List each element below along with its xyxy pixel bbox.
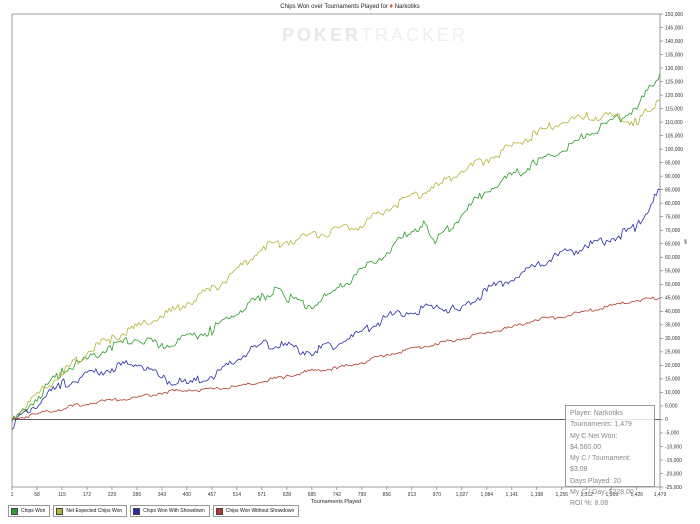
x-tick-label: 685 bbox=[308, 492, 317, 498]
x-tick-label: 343 bbox=[158, 492, 167, 498]
y-tick-label: 5,000 bbox=[665, 404, 678, 410]
stats-tournaments: Tournaments: 1,479 bbox=[570, 421, 632, 429]
y-tick-label: 70,000 bbox=[665, 228, 681, 234]
legend-swatch bbox=[56, 507, 64, 515]
x-tick-label: 400 bbox=[183, 492, 192, 498]
y-tick-label: 15,000 bbox=[665, 377, 681, 383]
x-tick-label: 229 bbox=[108, 492, 117, 498]
legend-item-with-showdown[interactable]: Chips Won With Showdown bbox=[130, 505, 210, 517]
stats-roi: ROI %: 8.08 bbox=[570, 500, 609, 508]
legend-item-without-showdown[interactable]: Chips Won Without Showdown bbox=[212, 505, 300, 517]
x-tick-label: 1,426 bbox=[631, 492, 644, 498]
x-tick-label: 628 bbox=[283, 492, 292, 498]
x-tick-label: 457 bbox=[208, 492, 217, 498]
y-tick-label: 35,000 bbox=[665, 323, 681, 329]
y-tick-label: 50,000 bbox=[665, 282, 681, 288]
legend-swatch bbox=[11, 507, 18, 515]
flame-icon: ♦ bbox=[389, 3, 394, 10]
series-line-without-showdown bbox=[11, 296, 661, 420]
y-tick-label: 30,000 bbox=[665, 336, 681, 342]
x-tick-label: 514 bbox=[233, 492, 242, 498]
y-tick-label: 105,000 bbox=[665, 133, 683, 139]
x-tick-label: 1,369 bbox=[606, 492, 619, 498]
y-tick-label: 150,000 bbox=[665, 12, 683, 18]
y-tick-label: -25,000 bbox=[665, 485, 682, 491]
y-tick-label: 115,000 bbox=[665, 106, 683, 112]
chart-title-player: Narkotiks bbox=[394, 4, 420, 10]
x-tick-label: 799 bbox=[358, 492, 367, 498]
x-tick-label: 1,255 bbox=[556, 492, 569, 498]
y-tick-label: 95,000 bbox=[665, 160, 681, 166]
y-tick-label: 130,000 bbox=[665, 66, 683, 72]
chart-title: Chips Won over Tournaments Played for ♦ … bbox=[0, 3, 700, 10]
chart-title-prefix: Chips Won over Tournaments Played for bbox=[280, 4, 388, 10]
y-tick-label: 25,000 bbox=[665, 350, 681, 356]
y-tick-label: 120,000 bbox=[665, 93, 683, 99]
y-tick-label: -10,000 bbox=[665, 444, 682, 450]
y-tick-label: 125,000 bbox=[665, 79, 683, 85]
x-tick-label: 1 bbox=[11, 492, 14, 498]
series-line-with-showdown bbox=[11, 188, 661, 430]
plot-frame bbox=[11, 13, 661, 488]
y-tick-label: 145,000 bbox=[665, 25, 683, 31]
legend-swatch bbox=[133, 507, 141, 515]
stats-net-won: My C Net Won: $4,560.00 bbox=[570, 432, 618, 451]
legend-label: Net Expected Chips Won bbox=[66, 508, 123, 514]
y-tick-label: -20,000 bbox=[665, 471, 682, 477]
y-tick-label: 20,000 bbox=[665, 363, 681, 369]
y-tick-label: 40,000 bbox=[665, 309, 681, 315]
watermark-right: TRACKER bbox=[361, 25, 469, 45]
y-tick-label: -15,000 bbox=[665, 458, 682, 464]
stats-per-tournament: My C / Tournament: $3.08 bbox=[570, 455, 631, 474]
x-tick-label: 970 bbox=[433, 492, 442, 498]
y-tick-label: 85,000 bbox=[665, 187, 681, 193]
x-tick-label: 1,198 bbox=[531, 492, 544, 498]
x-tick-label: 742 bbox=[333, 492, 342, 498]
x-tick-label: 1,141 bbox=[506, 492, 519, 498]
y-tick-label: 65,000 bbox=[665, 242, 681, 248]
stats-box: Player: Narkotiks Tournaments: 1,479 My … bbox=[565, 405, 655, 507]
legend-label: Chips Won Without Showdown bbox=[225, 508, 295, 514]
y-tick-label: -5,000 bbox=[665, 431, 679, 437]
stats-days: Days Played: 20 bbox=[570, 477, 621, 485]
x-tick-label: 58 bbox=[34, 492, 40, 498]
x-tick-label: 1,084 bbox=[481, 492, 494, 498]
y-tick-label: 90,000 bbox=[665, 174, 681, 180]
y-tick-label: 60,000 bbox=[665, 255, 681, 261]
x-tick-label: 1,312 bbox=[581, 492, 594, 498]
x-tick-label: 1,027 bbox=[456, 492, 469, 498]
y-tick-label: 45,000 bbox=[665, 296, 681, 302]
axis-marker: $ bbox=[684, 240, 687, 246]
y-tick-label: 110,000 bbox=[665, 120, 683, 126]
x-tick-label: 856 bbox=[383, 492, 392, 498]
legend: Chips Won Net Expected Chips Won Chips W… bbox=[8, 505, 300, 517]
x-tick-label: 172 bbox=[83, 492, 92, 498]
legend-swatch bbox=[215, 507, 223, 515]
series-line-net-expected bbox=[11, 99, 661, 420]
y-tick-label: 140,000 bbox=[665, 39, 683, 45]
y-tick-label: 80,000 bbox=[665, 201, 681, 207]
x-axis-label: Tournaments Played bbox=[311, 499, 361, 505]
legend-item-net-expected[interactable]: Net Expected Chips Won bbox=[53, 505, 128, 517]
y-tick-label: 0 bbox=[665, 417, 668, 423]
x-tick-label: 115 bbox=[58, 492, 66, 498]
y-tick-label: 10,000 bbox=[665, 390, 681, 396]
y-tick-label: 135,000 bbox=[665, 52, 683, 58]
x-tick-label: 1,479 bbox=[654, 492, 667, 498]
series-line-chips-won bbox=[11, 73, 661, 423]
x-tick-label: 286 bbox=[133, 492, 142, 498]
stats-player: Player: Narkotiks bbox=[570, 410, 623, 417]
legend-label: Chips Won bbox=[21, 508, 46, 514]
x-tick-label: 571 bbox=[258, 492, 267, 498]
pokertracker-watermark: POKERTRACKER bbox=[282, 25, 468, 46]
y-tick-label: 75,000 bbox=[665, 215, 681, 221]
y-tick-label: 55,000 bbox=[665, 269, 681, 275]
stats-per-day: My C / Day: $228.00 bbox=[570, 489, 634, 497]
x-tick-label: 913 bbox=[408, 492, 417, 498]
legend-item-chips-won[interactable]: Chips Won bbox=[8, 505, 51, 517]
watermark-left: POKER bbox=[282, 25, 362, 45]
legend-label: Chips Won With Showdown bbox=[143, 508, 205, 514]
y-tick-label: 100,000 bbox=[665, 147, 683, 153]
